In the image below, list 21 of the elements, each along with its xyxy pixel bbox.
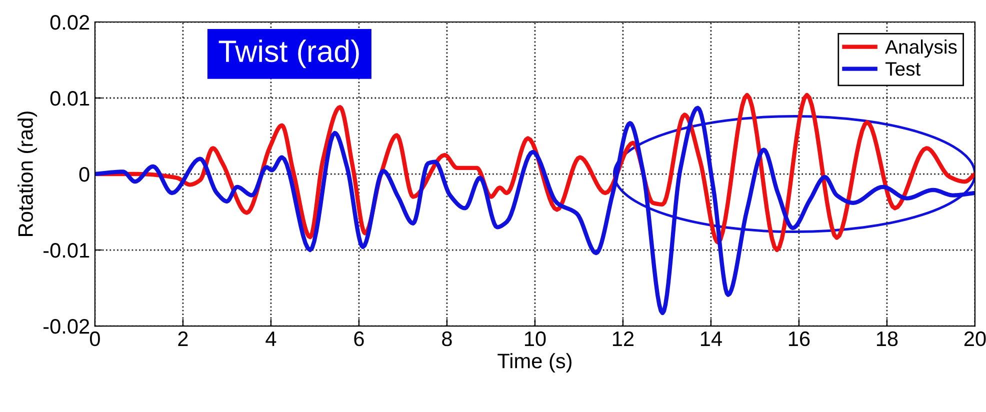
y-tick-label: 0.01	[50, 91, 90, 106]
x-axis-title: Time (s)	[498, 353, 572, 372]
x-tick-label: 2	[178, 331, 188, 346]
x-tick-label: 14	[700, 332, 722, 346]
y-tick-label: -0.01	[44, 243, 90, 258]
x-tick-label: 0	[90, 331, 100, 346]
y-axis-title: Rotation (rad)	[18, 112, 38, 236]
y-tick-label: 0	[79, 167, 90, 182]
y-tick-label: 0.02	[50, 15, 90, 30]
x-tick-label: 20	[964, 331, 986, 346]
x-tick-label: 12	[612, 331, 634, 346]
x-tick-label: 10	[524, 331, 546, 346]
legend-label: Analysis	[885, 40, 957, 58]
legend-label: Test	[885, 62, 921, 76]
text: Twist (rad)	[218, 40, 359, 68]
x-tick-label: 16	[788, 331, 810, 346]
y-tick-label: -0.02	[44, 319, 90, 334]
x-tick-label: 4	[266, 332, 276, 346]
x-tick-label: 18	[876, 331, 898, 346]
x-tick-label: 8	[442, 331, 452, 346]
x-tick-label: 6	[354, 331, 364, 346]
